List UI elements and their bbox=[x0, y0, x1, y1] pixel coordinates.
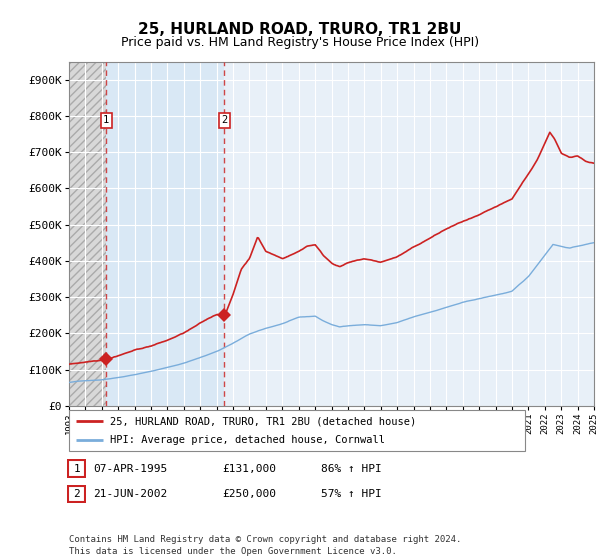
Text: 25, HURLAND ROAD, TRURO, TR1 2BU (detached house): 25, HURLAND ROAD, TRURO, TR1 2BU (detach… bbox=[110, 417, 416, 426]
Bar bbox=[69, 62, 106, 406]
Text: £131,000: £131,000 bbox=[222, 464, 276, 474]
Text: HPI: Average price, detached house, Cornwall: HPI: Average price, detached house, Corn… bbox=[110, 435, 385, 445]
Text: 25, HURLAND ROAD, TRURO, TR1 2BU: 25, HURLAND ROAD, TRURO, TR1 2BU bbox=[139, 22, 461, 36]
Text: 2: 2 bbox=[73, 489, 80, 499]
Text: Price paid vs. HM Land Registry's House Price Index (HPI): Price paid vs. HM Land Registry's House … bbox=[121, 36, 479, 49]
Text: 21-JUN-2002: 21-JUN-2002 bbox=[93, 489, 167, 499]
Text: 57% ↑ HPI: 57% ↑ HPI bbox=[321, 489, 382, 499]
Text: 07-APR-1995: 07-APR-1995 bbox=[93, 464, 167, 474]
Text: 2: 2 bbox=[221, 115, 227, 125]
Text: 86% ↑ HPI: 86% ↑ HPI bbox=[321, 464, 382, 474]
Bar bbox=[106, 62, 224, 406]
Text: 1: 1 bbox=[103, 115, 109, 125]
Text: Contains HM Land Registry data © Crown copyright and database right 2024.
This d: Contains HM Land Registry data © Crown c… bbox=[69, 535, 461, 556]
FancyBboxPatch shape bbox=[69, 410, 525, 451]
FancyBboxPatch shape bbox=[68, 486, 85, 502]
Text: 1: 1 bbox=[73, 464, 80, 474]
Text: £250,000: £250,000 bbox=[222, 489, 276, 499]
FancyBboxPatch shape bbox=[68, 460, 85, 477]
